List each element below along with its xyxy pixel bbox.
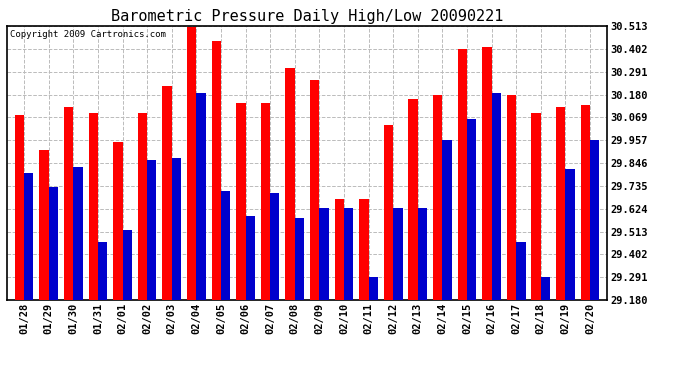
Bar [73, 166, 83, 300]
Bar [556, 107, 565, 300]
Bar [14, 115, 24, 300]
Bar [442, 140, 452, 300]
Bar [457, 50, 467, 300]
Text: Copyright 2009 Cartronics.com: Copyright 2009 Cartronics.com [10, 30, 166, 39]
Bar [541, 278, 550, 300]
Bar [408, 99, 417, 300]
Bar [319, 208, 328, 300]
Bar [368, 278, 378, 300]
Bar [507, 94, 516, 300]
Bar [39, 150, 49, 300]
Bar [393, 208, 402, 300]
Bar [482, 47, 491, 300]
Bar [580, 105, 590, 300]
Bar [516, 243, 526, 300]
Bar [246, 216, 255, 300]
Bar [359, 200, 368, 300]
Bar [384, 126, 393, 300]
Bar [138, 113, 147, 300]
Title: Barometric Pressure Daily High/Low 20090221: Barometric Pressure Daily High/Low 20090… [111, 9, 503, 24]
Bar [197, 93, 206, 300]
Bar [64, 107, 73, 300]
Bar [24, 172, 34, 300]
Bar [172, 158, 181, 300]
Bar [270, 193, 279, 300]
Bar [147, 160, 157, 300]
Bar [590, 140, 600, 300]
Bar [49, 187, 58, 300]
Bar [310, 80, 319, 300]
Bar [221, 191, 230, 300]
Bar [88, 113, 98, 300]
Bar [286, 68, 295, 300]
Bar [491, 93, 501, 300]
Bar [417, 208, 427, 300]
Bar [335, 200, 344, 300]
Bar [565, 169, 575, 300]
Bar [212, 41, 221, 300]
Bar [261, 103, 270, 300]
Bar [113, 142, 123, 300]
Bar [344, 208, 353, 300]
Bar [295, 218, 304, 300]
Bar [236, 103, 246, 300]
Bar [123, 230, 132, 300]
Bar [531, 113, 541, 300]
Bar [98, 243, 107, 300]
Bar [187, 27, 197, 300]
Bar [433, 94, 442, 300]
Bar [467, 119, 476, 300]
Bar [162, 86, 172, 300]
